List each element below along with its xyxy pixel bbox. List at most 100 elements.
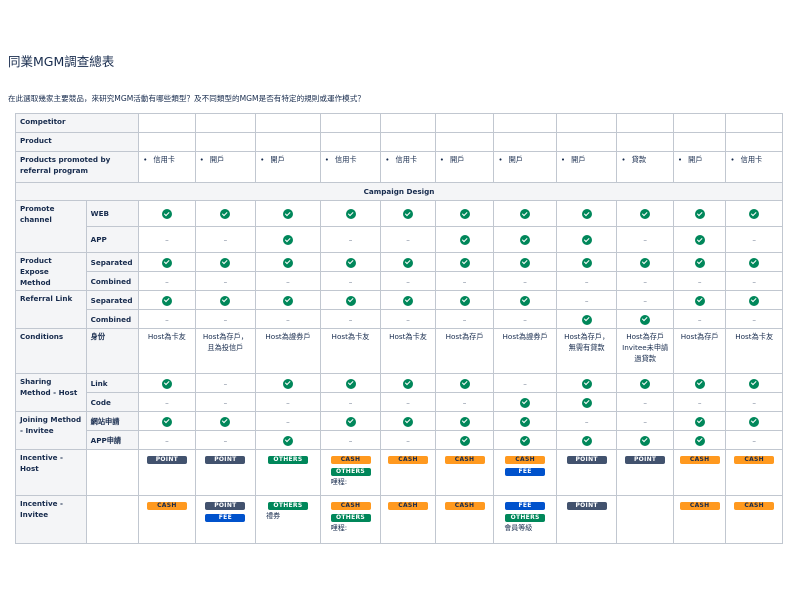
matrix-cell: – [555, 271, 618, 291]
lozenge-cash: CASH [388, 456, 429, 464]
lozenge-cash: CASH [679, 456, 720, 464]
lozenge-cash: CASH [330, 456, 371, 464]
matrix-cell: – [434, 392, 495, 412]
dash: – [697, 397, 702, 407]
table-row: Referral Link Separated – – [15, 290, 783, 329]
matrix-cell: – [138, 309, 196, 329]
dash: – [165, 397, 169, 407]
row-label-incentive-invitee: Incentive - Invitee [15, 495, 87, 544]
check-circle-icon [520, 295, 531, 306]
matrix-cell [725, 252, 783, 272]
check-circle-icon [749, 295, 760, 306]
matrix-cell [672, 373, 727, 393]
table-row: Promote channel WEB [15, 200, 783, 253]
matrix-cell: – [138, 392, 196, 412]
dash: – [462, 276, 467, 286]
incentive-cell: CASH [672, 495, 727, 544]
lozenge-cash: CASH [505, 456, 546, 464]
matrix-cell [616, 200, 674, 227]
check-circle-icon [345, 257, 356, 268]
lozenge-point: POINT [625, 456, 666, 464]
matrix-cell [434, 252, 495, 272]
competitor-name [138, 113, 196, 133]
page-subtitle: 在此選取幾家主要競品，來研究MGM活動有哪些類型？及不同類型的MGM是否有特定的… [8, 94, 365, 103]
dash: – [406, 435, 410, 445]
incentive-cell: CASH [434, 449, 495, 496]
table-row: Product Expose Method Separated [15, 252, 783, 291]
lozenge-others: OTHERS [505, 514, 546, 522]
dash: – [348, 235, 353, 244]
incentive-cell: POINT [555, 449, 618, 496]
lozenge-cash: CASH [734, 502, 775, 510]
matrix-cell [255, 430, 321, 450]
matrix-cell: – [725, 226, 783, 253]
check-circle-icon [403, 416, 414, 427]
check-circle-icon [694, 257, 705, 268]
check-circle-icon [520, 397, 531, 408]
dash: – [223, 397, 228, 407]
matrix-cell [434, 411, 495, 431]
sub-label-app: APP [85, 226, 140, 253]
matrix-cell: – [319, 430, 382, 450]
check-circle-icon [640, 257, 651, 268]
promoted-product-label: 信用卡 [153, 155, 175, 164]
check-circle-icon [459, 435, 470, 446]
matrix-cell [555, 309, 618, 329]
dash: – [643, 295, 647, 305]
bullet: • [560, 155, 566, 164]
dash: – [165, 435, 169, 445]
check-circle-icon [403, 378, 414, 389]
row-label-sharing-method: Sharing Method - Host [15, 373, 87, 412]
matrix-cell: – [725, 430, 783, 450]
incentive-cell: POINT [194, 449, 257, 496]
competitor-name [434, 113, 495, 133]
matrix-cell [138, 200, 196, 227]
dash: – [584, 276, 589, 286]
condition-text: Host為存戶 Invitee未申請過貸款 [616, 328, 674, 374]
lozenge-cash: CASH [146, 502, 187, 510]
product-name [493, 132, 557, 152]
matrix-cell [380, 252, 436, 272]
check-circle-icon [459, 209, 470, 219]
dash: – [752, 435, 756, 445]
promoted-product: • 信用卡 [380, 151, 436, 183]
incentive-cell: OTHERS 禮券 [255, 495, 321, 544]
check-circle-icon [220, 416, 231, 427]
competitor-name [616, 113, 674, 133]
promoted-product: • 信用卡 [138, 151, 196, 183]
check-circle-icon [640, 209, 651, 219]
matrix-cell [255, 226, 321, 253]
matrix-cell: – [555, 411, 618, 431]
matrix-cell [555, 392, 618, 412]
matrix-cell [194, 411, 257, 431]
check-circle-icon [459, 257, 470, 268]
check-circle-icon [749, 257, 760, 268]
product-name [555, 132, 618, 152]
matrix-cell [434, 226, 495, 253]
matrix-cell: – [380, 226, 436, 253]
row-label-competitor: Competitor [14, 113, 140, 133]
check-circle-icon [403, 209, 414, 219]
sub-label-identity: 身份 [85, 328, 140, 374]
check-circle-icon [282, 435, 293, 446]
table-row: Incentive - Invitee CASH POINT FEE OTHERS 禮券 C… [15, 495, 783, 544]
dash: – [165, 314, 169, 324]
check-circle-icon [282, 295, 293, 306]
matrix-cell [194, 290, 257, 310]
matrix-cell [725, 200, 783, 227]
bullet: • [498, 155, 503, 164]
competitor-name [555, 113, 618, 133]
row-label-joining-method: Joining Method - Invitee [15, 411, 87, 450]
matrix-cell [672, 252, 727, 272]
condition-text: Host為存戶 [672, 328, 727, 374]
product-name [434, 132, 495, 152]
table-row: APP – – – – – – [16, 226, 783, 253]
sub-label-web: WEB [85, 200, 140, 227]
condition-text: Host為存戶 [434, 328, 495, 374]
matrix-cell: – [616, 271, 674, 291]
dash: – [752, 276, 756, 286]
matrix-cell [493, 290, 557, 310]
condition-text: Host為卡友 [138, 328, 196, 374]
row-label-referral-link: Referral Link [15, 290, 87, 329]
incentive-note: 哩程: [330, 524, 348, 532]
